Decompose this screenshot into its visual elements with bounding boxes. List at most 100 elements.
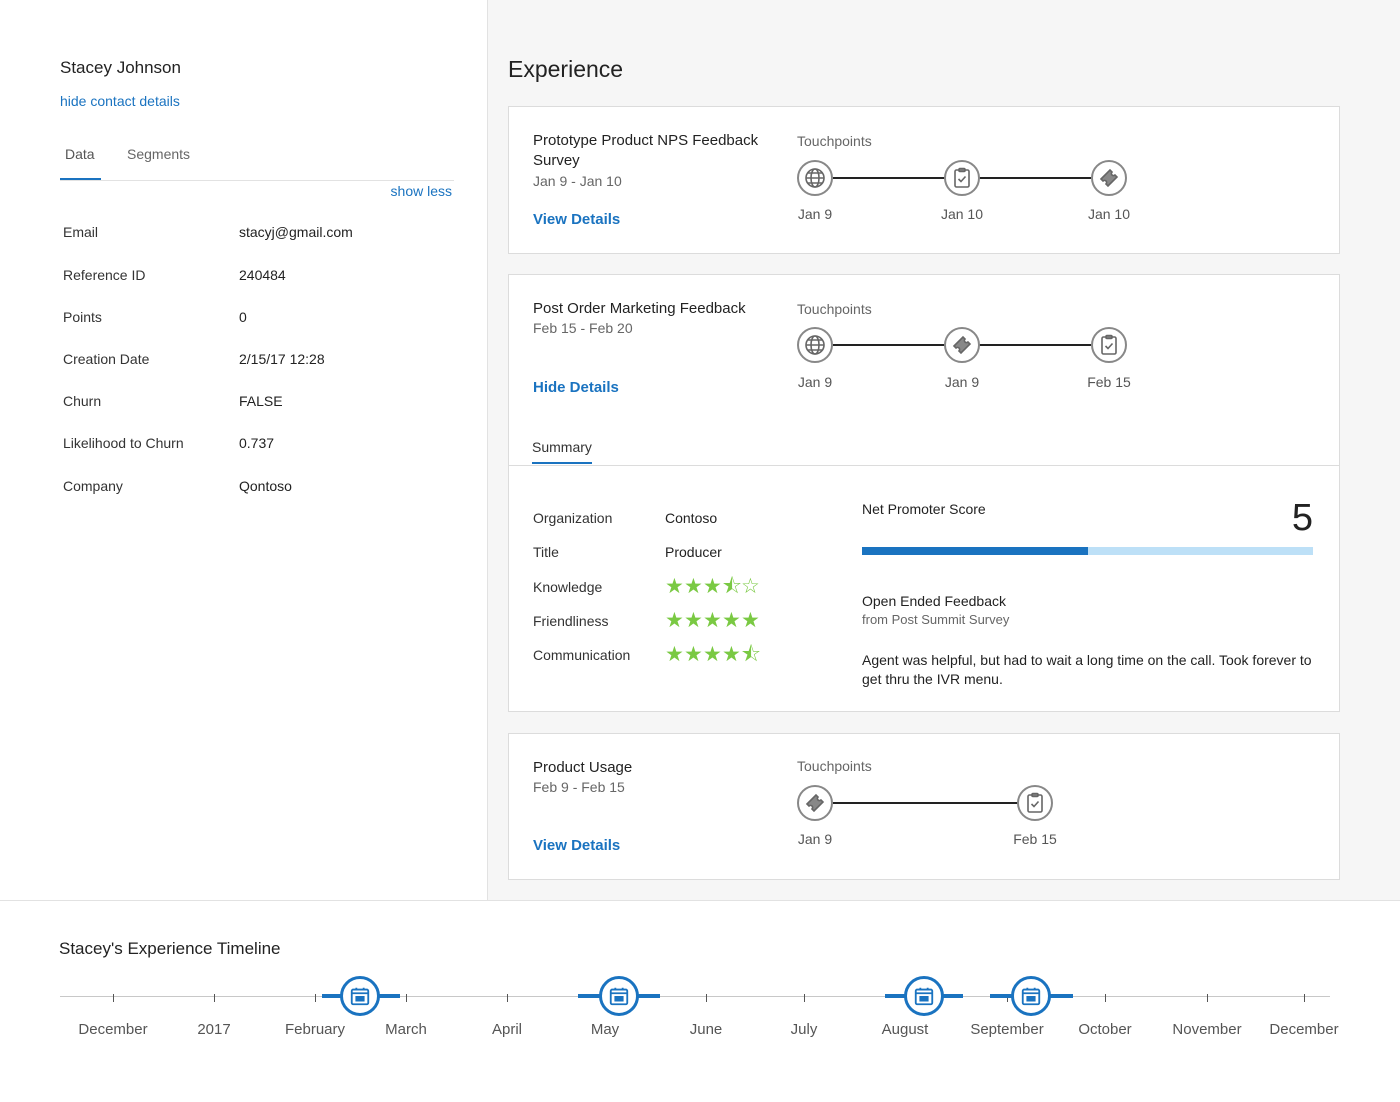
timeline-tick (113, 994, 114, 1002)
star-full-icon: ★ (722, 609, 741, 632)
tab-summary[interactable]: Summary (532, 439, 592, 464)
rating-label-friendliness: Friendliness (533, 613, 609, 629)
star-full-icon: ★ (684, 575, 703, 598)
star-rating-friendliness: ★★★★★ (665, 609, 760, 632)
touchpoint-date: Feb 15 (1013, 831, 1057, 847)
timeline-label: June (689, 1021, 723, 1038)
timeline-label: November (1172, 1021, 1242, 1038)
timeline-label: July (790, 1021, 818, 1038)
experience-title: Experience (508, 56, 624, 82)
field-label-reference-id: Reference ID (63, 267, 146, 283)
timeline-tick (706, 994, 707, 1002)
feedback-source: from Post Summit Survey (862, 612, 1010, 627)
feedback-title: Open Ended Feedback (862, 593, 1006, 609)
globe-icon[interactable] (797, 160, 833, 196)
star-empty-icon: ☆ (741, 575, 760, 598)
timeline-tick (406, 994, 407, 1002)
timeline-label: March (385, 1021, 427, 1038)
card-title: Post Order Marketing Feedback (533, 300, 746, 317)
timeline-label: October (1078, 1021, 1132, 1038)
touchpoint-date: Jan 9 (797, 831, 833, 847)
title-label: Title (533, 544, 559, 560)
ticket-icon[interactable] (944, 327, 980, 363)
field-value-email: stacyj@gmail.com (239, 224, 353, 240)
organization-value: Contoso (665, 510, 718, 526)
globe-icon[interactable] (797, 327, 833, 363)
contact-tabs: Data Segments (60, 146, 454, 181)
summary-divider (509, 465, 1339, 466)
hide-details-link[interactable]: Hide Details (533, 379, 619, 396)
calendar-icon[interactable] (904, 976, 944, 1016)
timeline-label: May (590, 1021, 620, 1038)
field-value-creation-date: 2/15/17 12:28 (239, 351, 325, 367)
nps-bar-fill (862, 547, 1088, 555)
timeline-tick (1207, 994, 1208, 1002)
timeline-tick (315, 994, 316, 1002)
nps-label: Net Promoter Score (862, 501, 986, 517)
field-label-points: Points (63, 309, 102, 325)
experience-card-prototype: Prototype Product NPS Feedback Survey Ja… (508, 106, 1340, 254)
experience-card-product-usage: Product Usage Feb 9 - Feb 15 View Detail… (508, 733, 1340, 880)
star-rating-communication: ★★★★⯪ (665, 643, 761, 666)
timeline-tick (507, 994, 508, 1002)
star-full-icon: ★ (684, 609, 703, 632)
timeline-tick (1105, 994, 1106, 1002)
field-label-likelihood-to-churn: Likelihood to Churn (63, 435, 184, 451)
calendar-icon[interactable] (1011, 976, 1051, 1016)
ticket-icon[interactable] (797, 785, 833, 821)
timeline-axis (60, 996, 1330, 997)
touchpoint-date: Jan 9 (944, 374, 980, 390)
touchpoints-label: Touchpoints (797, 133, 872, 149)
touchpoint-connector (833, 802, 1018, 804)
timeline-label: April (491, 1021, 522, 1038)
star-half-icon: ⯪ (722, 575, 742, 598)
field-value-churn: FALSE (239, 393, 283, 409)
timeline-label: September (970, 1021, 1044, 1038)
rating-label-communication: Communication (533, 647, 631, 663)
experience-timeline: Stacey's Experience Timeline December 20… (0, 900, 1400, 1102)
tab-segments[interactable]: Segments (127, 146, 191, 162)
calendar-icon[interactable] (340, 976, 380, 1016)
calendar-icon[interactable] (599, 976, 639, 1016)
star-half-icon: ⯪ (741, 643, 761, 666)
field-value-reference-id: 240484 (239, 267, 286, 283)
nps-bar (862, 547, 1313, 555)
tab-data[interactable]: Data (65, 146, 95, 162)
star-full-icon: ★ (665, 609, 684, 632)
touchpoint-date: Jan 9 (797, 206, 833, 222)
field-value-likelihood-to-churn: 0.737 (239, 435, 275, 451)
contact-panel: Stacey Johnson hide contact details Data… (0, 0, 488, 900)
star-full-icon: ★ (703, 609, 722, 632)
feedback-text: Agent was helpful, but had to wait a lon… (862, 652, 1312, 687)
field-value-points: 0 (239, 309, 247, 325)
star-full-icon: ★ (684, 643, 703, 666)
clipboard-icon[interactable] (944, 160, 980, 196)
timeline-label: February (284, 1021, 346, 1038)
card-dates: Feb 15 - Feb 20 (533, 320, 633, 336)
touchpoints-label: Touchpoints (797, 758, 872, 774)
clipboard-icon[interactable] (1017, 785, 1053, 821)
hide-contact-details-link[interactable]: hide contact details (60, 93, 180, 109)
clipboard-icon[interactable] (1091, 327, 1127, 363)
field-value-company: Qontoso (239, 478, 292, 494)
touchpoint-date: Jan 9 (797, 374, 833, 390)
view-details-link[interactable]: View Details (533, 211, 621, 228)
view-details-link[interactable]: View Details (533, 837, 621, 854)
timeline-label: August (881, 1021, 929, 1038)
title-value: Producer (665, 544, 722, 560)
star-full-icon: ★ (703, 575, 722, 598)
field-label-creation-date: Creation Date (63, 351, 150, 367)
card-title-line2: Survey (533, 152, 580, 169)
timeline-label: December (1269, 1021, 1339, 1038)
nps-value: 5 (1291, 497, 1313, 539)
active-tab-indicator (60, 178, 101, 180)
show-less-link[interactable]: show less (390, 183, 452, 199)
star-full-icon: ★ (722, 643, 741, 666)
field-label-email: Email (63, 224, 99, 240)
timeline-label: 2017 (197, 1021, 231, 1038)
rating-label-knowledge: Knowledge (533, 579, 603, 595)
star-full-icon: ★ (665, 643, 684, 666)
timeline-title: Stacey's Experience Timeline (59, 939, 281, 958)
field-label-company: Company (63, 478, 123, 494)
ticket-icon[interactable] (1091, 160, 1127, 196)
